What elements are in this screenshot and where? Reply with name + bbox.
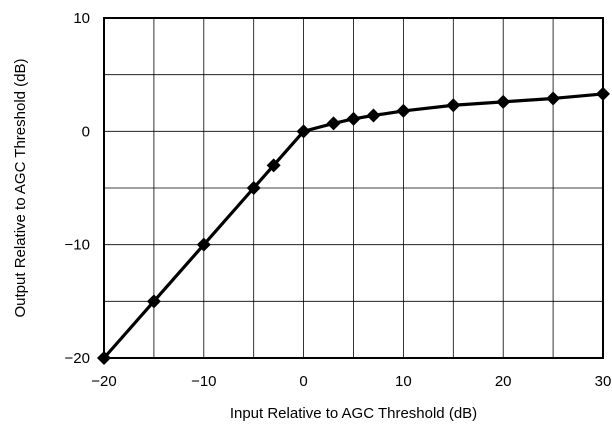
data-point [366, 108, 381, 123]
data-point [496, 94, 511, 109]
y-tick-label: 0 [82, 123, 90, 140]
y-tick-label: 10 [73, 10, 90, 27]
data-point [596, 86, 610, 101]
x-tick-label: 10 [395, 373, 412, 390]
x-tick-label: 20 [495, 373, 512, 390]
data-point [346, 111, 361, 126]
data-point [326, 116, 341, 131]
x-tick-label: −10 [191, 373, 216, 390]
y-axis-label: Output Relative to AGC Threshold (dB) [12, 58, 29, 317]
y-tick-label: −10 [65, 237, 90, 254]
data-point [97, 351, 111, 365]
plot-frame [103, 17, 604, 359]
x-axis-ticks: −20 −10 0 10 20 30 [91, 373, 611, 390]
grid [103, 17, 604, 359]
data-point [246, 181, 261, 195]
data-point [546, 91, 561, 106]
y-axis-ticks: −20 −10 0 10 [65, 10, 90, 367]
x-tick-label: −20 [91, 373, 116, 390]
data-point [266, 158, 281, 173]
y-tick-label: −20 [65, 350, 90, 367]
data-point [446, 98, 461, 113]
x-tick-label: 30 [595, 373, 612, 390]
series-group [97, 86, 610, 365]
x-tick-label: 0 [299, 373, 307, 390]
data-point [196, 237, 211, 252]
data-point [146, 294, 161, 309]
x-axis-label: Input Relative to AGC Threshold (dB) [230, 405, 477, 422]
data-point [296, 124, 311, 139]
series-line-0 [102, 92, 604, 360]
data-point [396, 103, 411, 118]
